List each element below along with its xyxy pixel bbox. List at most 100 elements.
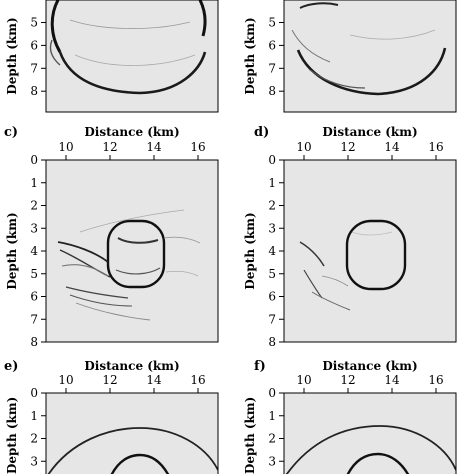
reflector-bowl — [296, 47, 447, 96]
reflector-faint — [309, 69, 366, 89]
panel-c-letter: c) — [4, 125, 18, 140]
reflector-faint — [69, 19, 191, 29]
panel-c-reflectors — [57, 209, 201, 321]
x-tick-label: 12 — [102, 373, 117, 387]
salt-top — [346, 452, 410, 474]
panel-d-x-ticks: 10 12 14 16 — [296, 140, 444, 160]
panel-b-image — [284, 0, 456, 112]
y-tick-label: 3 — [30, 221, 38, 235]
y-tick-label: 7 — [30, 61, 38, 75]
y-tick-label: 3 — [30, 454, 38, 468]
panel-b: 5 6 7 8 Depth (km) — [243, 0, 457, 113]
panel-d-y-ticks: 0 1 2 3 4 5 6 7 8 — [268, 153, 284, 349]
x-tick-label: 14 — [146, 140, 162, 154]
panel-f-letter: f) — [254, 359, 266, 374]
subsalt-reflector — [299, 241, 325, 267]
y-tick-label: 7 — [268, 61, 276, 75]
panel-e-ylabel: Depth (km) — [5, 397, 19, 474]
salt-body-outline — [345, 219, 407, 291]
reflector-dome — [285, 425, 456, 474]
panel-d-ylabel: Depth (km) — [243, 212, 257, 289]
panel-e-xlabel: Distance (km) — [84, 359, 179, 373]
x-tick-label: 10 — [296, 373, 311, 387]
x-tick-label: 16 — [190, 140, 205, 154]
panel-a-y-ticks: 5 6 7 8 — [30, 16, 46, 98]
reflector-dome — [47, 427, 218, 474]
panel-e-reflectors — [47, 427, 218, 474]
panel-f-xlabel: Distance (km) — [322, 359, 417, 373]
reflector-left-edge — [299, 2, 339, 9]
x-tick-label: 10 — [58, 140, 73, 154]
salt-inner-reflector — [117, 237, 159, 244]
panel-e-x-ticks: 10 12 14 16 — [58, 373, 206, 393]
reflector-faint — [291, 29, 331, 63]
x-tick-label: 10 — [58, 373, 73, 387]
y-tick-label: 2 — [30, 199, 38, 213]
subsalt-reflector — [311, 291, 351, 311]
panel-d-xlabel: Distance (km) — [322, 125, 417, 139]
y-tick-label: 3 — [268, 454, 276, 468]
panel-f-x-ticks: 10 12 14 16 — [296, 373, 444, 393]
panel-c-image — [46, 160, 218, 342]
migration-artifact — [163, 236, 201, 244]
y-tick-label: 1 — [268, 176, 276, 190]
y-tick-label: 1 — [30, 176, 38, 190]
y-tick-label: 2 — [30, 432, 38, 446]
reflector-faint — [349, 29, 436, 40]
x-tick-label: 12 — [340, 140, 355, 154]
panel-b-frame — [283, 0, 457, 113]
salt-body-outline — [106, 219, 166, 289]
subsalt-reflector — [65, 286, 129, 299]
x-tick-label: 14 — [384, 140, 400, 154]
panel-c-xlabel: Distance (km) — [84, 125, 179, 139]
panel-f-image — [284, 393, 456, 474]
migration-artifact — [61, 264, 109, 277]
reflector-bowl — [58, 51, 207, 95]
x-tick-label: 12 — [102, 140, 117, 154]
x-tick-label: 14 — [146, 373, 162, 387]
subsalt-reflector — [57, 241, 109, 263]
panel-b-y-ticks: 5 6 7 8 — [268, 16, 284, 98]
panel-f-reflectors — [285, 425, 456, 474]
panel-b-reflectors — [291, 2, 447, 96]
panel-d-letter: d) — [254, 125, 269, 140]
panel-f-ylabel: Depth (km) — [243, 397, 257, 474]
y-tick-label: 8 — [30, 335, 38, 349]
y-tick-label: 4 — [30, 244, 38, 258]
subsalt-reflector — [69, 294, 133, 307]
y-tick-label: 2 — [268, 199, 276, 213]
salt-inner-reflector — [115, 267, 161, 275]
panel-e-y-ticks: 0 1 2 3 — [30, 386, 46, 468]
y-tick-label: 8 — [268, 335, 276, 349]
y-tick-label: 1 — [268, 409, 276, 423]
y-tick-label: 3 — [268, 221, 276, 235]
migration-artifact — [79, 209, 185, 233]
panel-a-ylabel: Depth (km) — [5, 17, 19, 94]
x-tick-label: 16 — [428, 140, 443, 154]
y-tick-label: 6 — [30, 290, 38, 304]
panel-d-reflectors — [299, 219, 407, 311]
y-tick-label: 5 — [30, 16, 38, 30]
panel-e-letter: e) — [4, 359, 18, 374]
y-tick-label: 1 — [30, 409, 38, 423]
y-tick-label: 0 — [30, 153, 38, 167]
panel-e-image — [46, 393, 218, 474]
x-tick-label: 16 — [428, 373, 443, 387]
x-tick-label: 12 — [340, 373, 355, 387]
y-tick-label: 5 — [268, 267, 276, 281]
panel-c-y-ticks: 0 1 2 3 4 5 6 7 8 — [30, 153, 46, 349]
y-tick-label: 6 — [30, 38, 38, 52]
panel-a-frame — [45, 0, 219, 113]
y-tick-label: 0 — [30, 386, 38, 400]
y-tick-label: 6 — [268, 38, 276, 52]
reflector-faint — [74, 54, 196, 66]
y-tick-label: 7 — [30, 312, 38, 326]
reflector-left-edge — [50, 0, 62, 53]
y-tick-label: 6 — [268, 290, 276, 304]
x-tick-label: 14 — [384, 373, 400, 387]
subsalt-reflector — [303, 269, 323, 299]
